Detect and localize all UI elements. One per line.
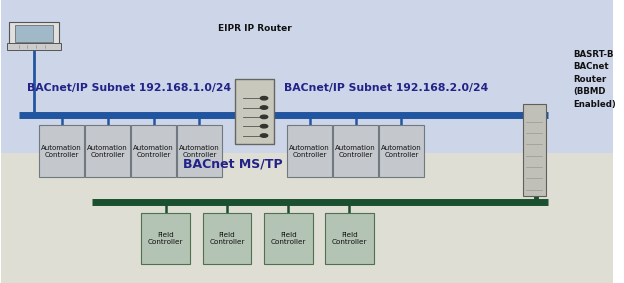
FancyBboxPatch shape [522,104,546,196]
Bar [1,153,613,283]
FancyBboxPatch shape [141,213,190,264]
FancyBboxPatch shape [39,125,84,177]
Circle shape [260,115,268,119]
Text: Field
Controller: Field Controller [209,232,245,245]
Text: Automation
Controller: Automation Controller [290,145,330,158]
Text: Automation
Controller: Automation Controller [41,145,82,158]
Text: Automation
Controller: Automation Controller [87,145,128,158]
Text: Field
Controller: Field Controller [332,232,367,245]
Circle shape [260,134,268,137]
Text: Automation
Controller: Automation Controller [335,145,376,158]
Text: BACnet/IP Subnet 192.168.2.0/24: BACnet/IP Subnet 192.168.2.0/24 [284,83,489,93]
Text: EIPR IP Router: EIPR IP Router [218,24,291,33]
Circle shape [260,106,268,109]
Circle shape [260,125,268,128]
FancyBboxPatch shape [177,125,222,177]
FancyBboxPatch shape [379,125,424,177]
Text: BASRT-B
BACnet
Router
(BBMD
Enabled): BASRT-B BACnet Router (BBMD Enabled) [573,50,616,109]
Text: Automation
Controller: Automation Controller [133,145,174,158]
Text: Field
Controller: Field Controller [270,232,306,245]
Text: Automation
Controller: Automation Controller [179,145,220,158]
FancyBboxPatch shape [287,125,333,177]
FancyBboxPatch shape [9,22,59,45]
FancyBboxPatch shape [235,79,274,144]
FancyBboxPatch shape [15,25,54,42]
FancyBboxPatch shape [325,213,374,264]
FancyBboxPatch shape [7,43,61,50]
FancyBboxPatch shape [264,213,313,264]
Text: BACnet MS/TP: BACnet MS/TP [183,158,283,171]
Text: BACnet/IP Subnet 192.168.1.0/24: BACnet/IP Subnet 192.168.1.0/24 [27,83,231,93]
FancyBboxPatch shape [333,125,378,177]
FancyBboxPatch shape [85,125,130,177]
FancyBboxPatch shape [131,125,176,177]
Circle shape [260,97,268,100]
Text: Automation
Controller: Automation Controller [381,145,422,158]
FancyBboxPatch shape [203,213,251,264]
Text: Field
Controller: Field Controller [148,232,183,245]
Bar [1,0,613,153]
